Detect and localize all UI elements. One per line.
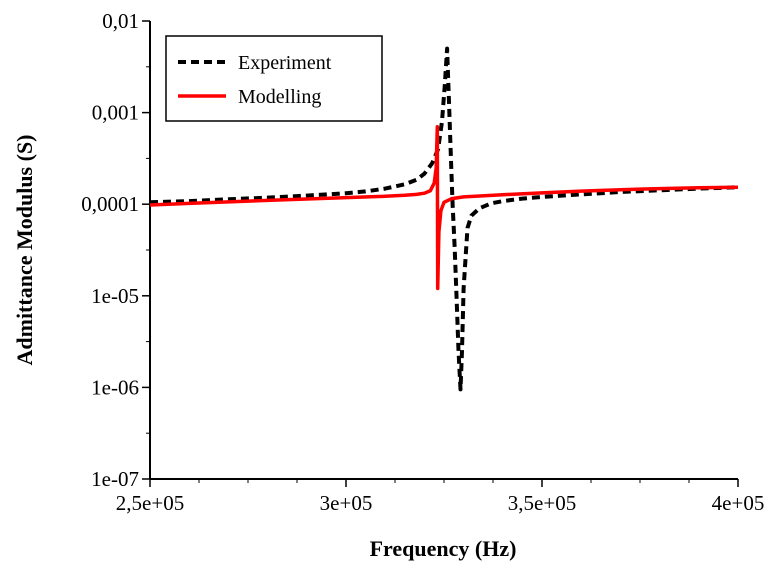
series-modelling-line	[149, 125, 739, 291]
x-axis: 2,5e+05 3e+05 3,5e+05 4e+05	[116, 479, 765, 515]
y-tick-label: 0,0001	[81, 192, 139, 216]
y-axis-title: Admittance Modulus (S)	[12, 134, 37, 365]
y-tick-label: 0,001	[92, 101, 139, 125]
y-axis: 0,01 0,001 0,0001 1e-05 1e-06 1e-07	[81, 9, 150, 491]
y-tick-label: 1e-05	[91, 284, 139, 308]
y-tick-label: 1e-06	[91, 375, 139, 399]
series-experiment-line	[149, 46, 739, 392]
legend: Experiment Modelling	[165, 35, 383, 122]
x-tick-label: 4e+05	[712, 491, 765, 515]
x-axis-title: Frequency (Hz)	[370, 536, 517, 561]
legend-box	[165, 35, 383, 122]
y-tick-label: 1e-07	[91, 467, 139, 491]
legend-label-modelling: Modelling	[238, 86, 321, 108]
legend-label-experiment: Experiment	[238, 52, 332, 74]
series-layer	[149, 46, 739, 392]
x-tick-label: 3,5e+05	[508, 491, 576, 515]
x-tick-label: 3e+05	[320, 491, 373, 515]
y-tick-label: 0,01	[102, 9, 139, 33]
x-tick-label: 2,5e+05	[116, 491, 184, 515]
